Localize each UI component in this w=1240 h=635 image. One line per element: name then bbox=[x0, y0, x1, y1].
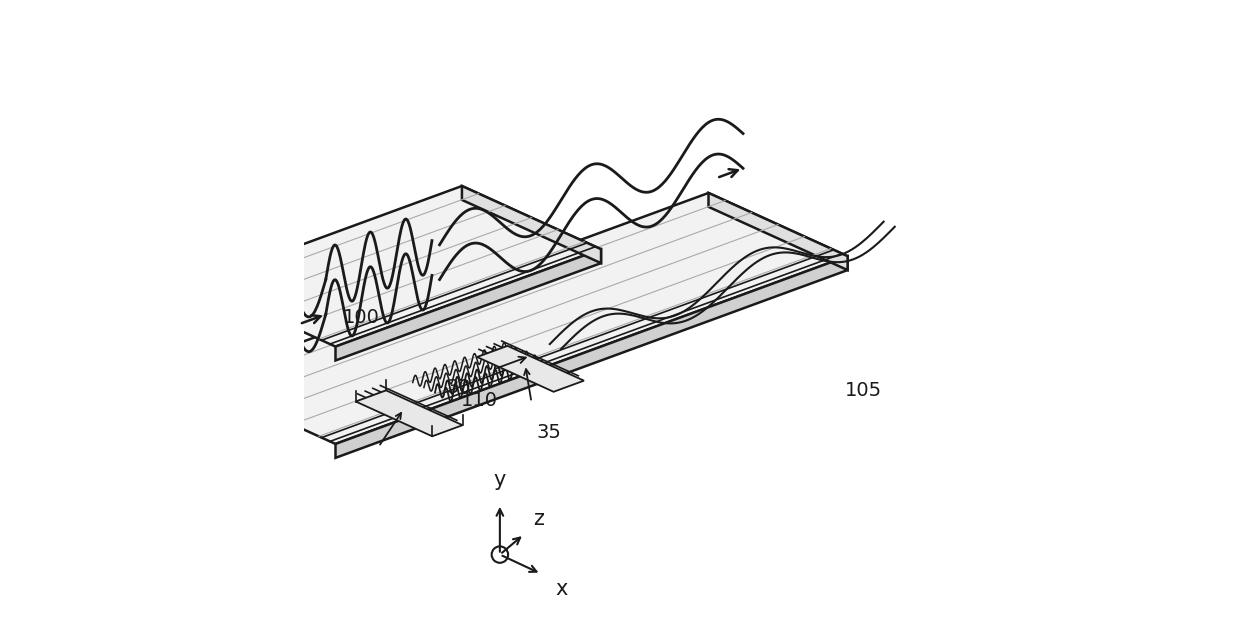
Polygon shape bbox=[336, 249, 601, 361]
Polygon shape bbox=[196, 193, 848, 444]
Text: y: y bbox=[494, 470, 506, 490]
Polygon shape bbox=[477, 346, 584, 392]
Text: z: z bbox=[533, 509, 544, 529]
Polygon shape bbox=[336, 256, 848, 458]
Polygon shape bbox=[708, 193, 848, 270]
Text: 100: 100 bbox=[343, 308, 379, 327]
Text: x: x bbox=[556, 579, 568, 599]
Text: 35: 35 bbox=[537, 423, 562, 442]
Text: 30: 30 bbox=[446, 378, 471, 396]
Text: 110: 110 bbox=[461, 391, 497, 410]
Polygon shape bbox=[356, 391, 463, 436]
Polygon shape bbox=[196, 186, 601, 347]
Polygon shape bbox=[463, 186, 601, 263]
Text: 105: 105 bbox=[844, 381, 882, 399]
